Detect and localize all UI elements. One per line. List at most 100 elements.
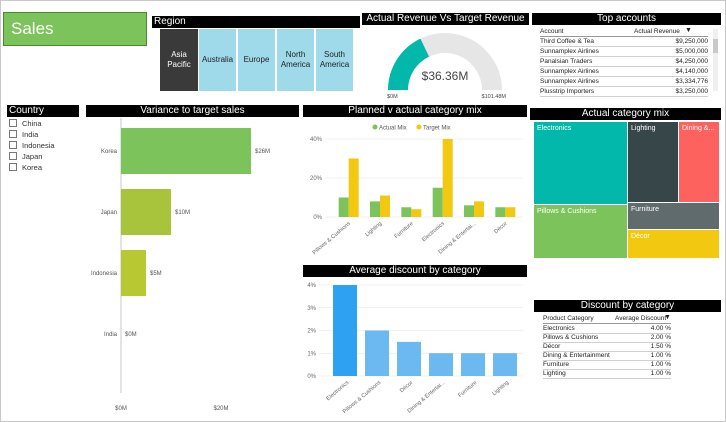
account-revenue: $4,250,000 [675, 58, 708, 65]
discount-bar[interactable] [397, 341, 421, 376]
data-label: $5M [150, 271, 162, 277]
mix-bar[interactable] [432, 187, 443, 217]
col-actual-revenue[interactable]: Actual Revenue [634, 28, 680, 35]
mix-bar[interactable] [338, 197, 349, 218]
mix-bar[interactable] [464, 205, 474, 217]
mix-bar[interactable] [370, 201, 380, 217]
discount-bar[interactable] [493, 353, 517, 376]
x-tick-label: $20M [213, 406, 228, 412]
checkbox[interactable] [9, 152, 17, 160]
treemap-tile[interactable]: Dining &... [679, 122, 719, 202]
discount-bar[interactable] [333, 285, 357, 376]
tile-label: Pillows & Cushions [537, 208, 597, 215]
gauge-value-arc [388, 38, 430, 90]
treemap-tile[interactable]: Pillows & Cushions [534, 205, 627, 258]
country-option[interactable]: India [9, 130, 38, 140]
table-row[interactable]: Dining & Entertainment 1.00 % [543, 351, 673, 361]
table-row[interactable]: Panalsian Traders $4,250,000 [540, 57, 712, 67]
category-label: Lighting [491, 380, 510, 397]
country-label: Japan [22, 152, 43, 161]
mix-bar[interactable] [505, 207, 516, 217]
row-divider [540, 66, 708, 67]
category-label: Indonesia [91, 271, 118, 277]
category-label: Décor [399, 380, 414, 394]
mix-bar[interactable] [495, 207, 506, 217]
header-divider [543, 323, 671, 324]
row-divider [543, 342, 671, 343]
col-average-discount[interactable]: Average Discount [615, 315, 667, 322]
treemap-tile[interactable]: Electronics [534, 122, 627, 204]
table-row[interactable]: Lighting 1.00 % [543, 369, 673, 379]
scrollbar[interactable] [713, 29, 718, 91]
gauge-max-label: $101.48M [482, 94, 507, 100]
data-label: $0M [125, 332, 137, 338]
table-row[interactable]: Pillows & Cushions 2.00 % [543, 333, 673, 343]
region-header: Region [152, 16, 360, 28]
col-product-category[interactable]: Product Category [543, 315, 594, 322]
variance-bar[interactable] [121, 189, 171, 235]
variance-bar[interactable] [121, 128, 251, 174]
y-tick-label: 20% [310, 176, 323, 182]
header-divider [540, 36, 708, 37]
table-row[interactable]: Third Coffee & Tea $9,250,000 [540, 37, 712, 47]
legend-marker[interactable] [416, 124, 422, 130]
category-label: Lighting [364, 221, 383, 238]
y-tick-label: 0% [307, 374, 316, 380]
scrollbar-thumb[interactable] [713, 39, 718, 53]
checkbox[interactable] [9, 163, 17, 171]
top-accounts-header: Top accounts [532, 13, 721, 25]
col-account[interactable]: Account [540, 28, 564, 35]
row-divider [540, 96, 708, 97]
category-label: Korea [101, 149, 118, 155]
checkbox[interactable] [9, 119, 17, 127]
treemap-tile[interactable]: Décor [628, 230, 719, 258]
category-name: Lighting [543, 370, 566, 377]
country-option[interactable]: Indonesia [9, 141, 55, 151]
category-name: Dining & Entertainment [543, 352, 610, 359]
tile-label: Electronics [537, 125, 572, 132]
variance-bar[interactable] [121, 250, 146, 296]
table-row[interactable]: Décor 1.50 % [543, 342, 673, 352]
row-divider [543, 369, 671, 370]
discount-bar[interactable] [365, 330, 389, 377]
region-option[interactable]: South America [316, 29, 354, 91]
region-option[interactable]: Australia [199, 29, 237, 91]
table-row[interactable]: Electronics 4.00 % [543, 324, 673, 334]
legend-marker[interactable] [372, 124, 378, 130]
country-option[interactable]: Japan [9, 152, 42, 162]
checkbox[interactable] [9, 141, 17, 149]
category-label: Furniture [394, 221, 415, 240]
row-divider [540, 76, 708, 77]
discount-bar[interactable] [429, 353, 453, 376]
tile-label: Décor [631, 233, 650, 240]
table-row[interactable]: Sunnamplex Airlines $3,334,776 [540, 77, 712, 87]
sort-desc-icon[interactable]: ▼ [664, 314, 671, 321]
discount-value: 2.00 % [650, 334, 671, 341]
sort-desc-icon[interactable]: ▼ [685, 27, 692, 34]
discount-value: 4.00 % [650, 325, 671, 332]
page-title: Sales Performance [3, 12, 147, 70]
legend-label[interactable]: Actual Mix [379, 126, 407, 132]
mix-bar[interactable] [411, 209, 422, 217]
row-divider [540, 56, 708, 57]
table-row[interactable]: Sunnamplex Airlines $5,000,000 [540, 47, 712, 57]
table-row[interactable]: Plusstrip Importers $3,250,000 [540, 87, 712, 97]
treemap-tile[interactable]: Furniture [628, 203, 719, 229]
region-option[interactable]: North America [277, 29, 315, 91]
country-option[interactable]: China [9, 119, 42, 129]
discount-bar[interactable] [461, 353, 485, 376]
mix-bar[interactable] [348, 158, 359, 218]
mix-bar[interactable] [474, 201, 484, 217]
region-option[interactable]: Europe [238, 29, 276, 91]
region-option[interactable]: Asia Pacific [160, 29, 198, 91]
mix-bar[interactable] [442, 139, 453, 217]
checkbox[interactable] [9, 130, 17, 138]
legend-label[interactable]: Target Mix [423, 126, 451, 132]
y-tick-label: 1% [307, 351, 316, 357]
mix-bar[interactable] [380, 195, 390, 217]
table-row[interactable]: Sunnamplex Airlines $4,140,000 [540, 67, 712, 77]
table-row[interactable]: Furniture 1.00 % [543, 360, 673, 370]
treemap-tile[interactable]: Lighting [628, 122, 678, 202]
country-option[interactable]: Korea [9, 163, 42, 173]
mix-bar[interactable] [401, 207, 412, 217]
